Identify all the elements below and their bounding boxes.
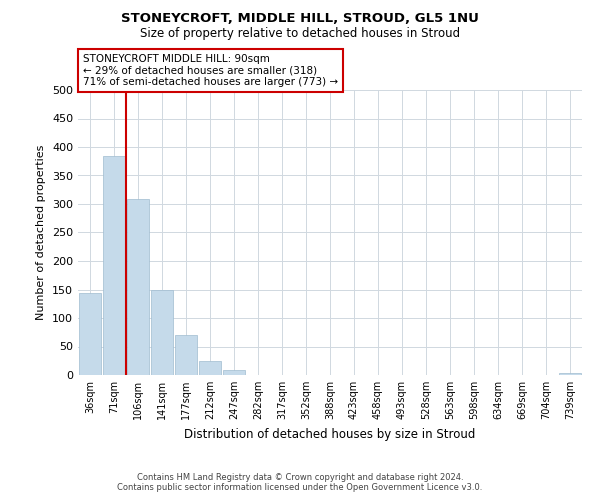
Bar — [79, 293, 101, 375]
Y-axis label: Number of detached properties: Number of detached properties — [37, 145, 46, 320]
Bar — [127, 199, 149, 375]
Bar — [223, 370, 245, 375]
X-axis label: Distribution of detached houses by size in Stroud: Distribution of detached houses by size … — [184, 428, 476, 440]
Text: STONEYCROFT MIDDLE HILL: 90sqm
← 29% of detached houses are smaller (318)
71% of: STONEYCROFT MIDDLE HILL: 90sqm ← 29% of … — [83, 54, 338, 87]
Bar — [199, 362, 221, 375]
Bar — [103, 156, 125, 375]
Bar — [151, 290, 173, 375]
Text: Size of property relative to detached houses in Stroud: Size of property relative to detached ho… — [140, 28, 460, 40]
Text: Contains HM Land Registry data © Crown copyright and database right 2024.
Contai: Contains HM Land Registry data © Crown c… — [118, 473, 482, 492]
Text: STONEYCROFT, MIDDLE HILL, STROUD, GL5 1NU: STONEYCROFT, MIDDLE HILL, STROUD, GL5 1N… — [121, 12, 479, 26]
Bar — [175, 335, 197, 375]
Bar — [559, 374, 581, 375]
